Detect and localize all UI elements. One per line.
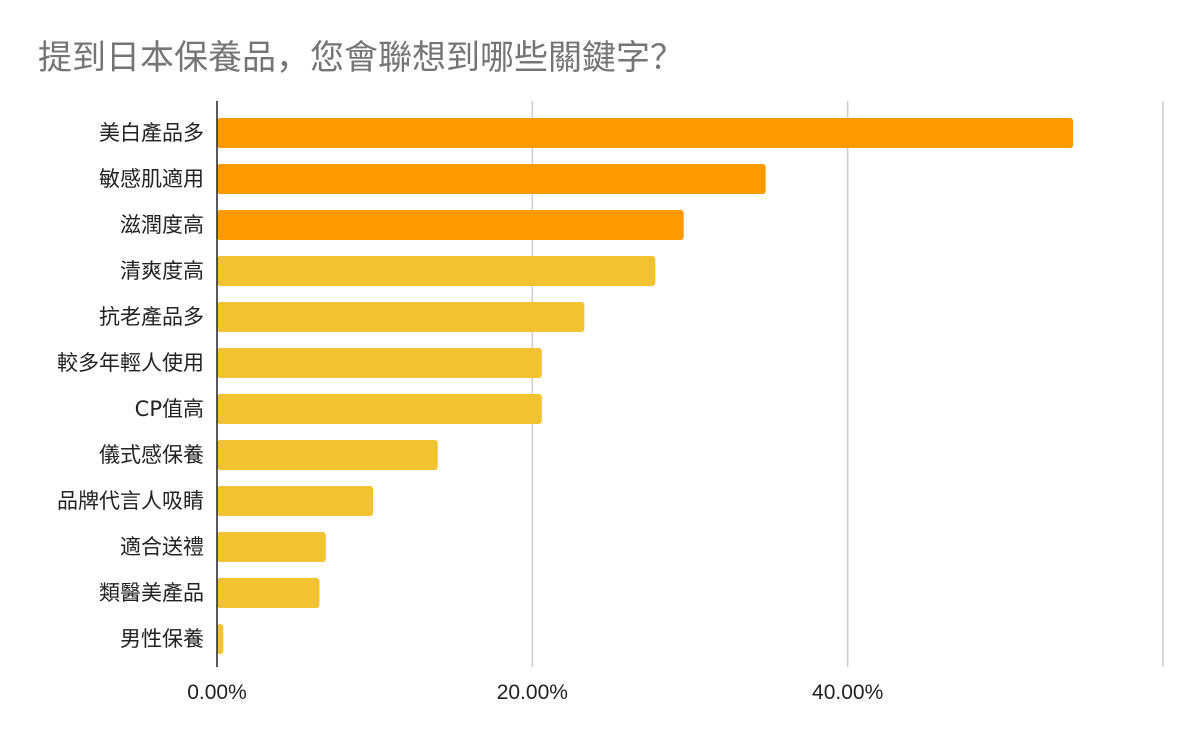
bar bbox=[217, 624, 224, 654]
tick-label: 40.00% bbox=[812, 681, 883, 704]
bar bbox=[217, 486, 374, 516]
category-label: 抗老產品多 bbox=[99, 305, 204, 329]
category-label: CP值高 bbox=[135, 397, 204, 421]
bar bbox=[217, 118, 1074, 148]
category-label: 適合送禮 bbox=[120, 535, 204, 559]
bar bbox=[217, 302, 585, 332]
category-label: 清爽度高 bbox=[120, 259, 204, 283]
category-label: 儀式感保養 bbox=[99, 443, 204, 467]
bar bbox=[217, 578, 320, 608]
bar bbox=[217, 394, 542, 424]
category-label: 較多年輕人使用 bbox=[57, 351, 204, 375]
bar bbox=[217, 164, 766, 194]
tick-label: 0.00% bbox=[187, 681, 247, 704]
bar bbox=[217, 210, 684, 240]
bar bbox=[217, 440, 438, 470]
category-label: 男性保養 bbox=[120, 627, 204, 651]
tick-label: 20.00% bbox=[497, 681, 568, 704]
category-label: 品牌代言人吸睛 bbox=[57, 489, 204, 513]
category-label: 美白產品多 bbox=[99, 121, 204, 145]
category-label: 滋潤度高 bbox=[120, 213, 204, 237]
x-tick-labels: 0.00% 20.00% 40.00% bbox=[187, 681, 883, 704]
bars bbox=[217, 118, 1074, 654]
bar bbox=[217, 532, 326, 562]
bar bbox=[217, 256, 656, 286]
bar bbox=[217, 348, 542, 378]
category-label: 類醫美產品 bbox=[99, 581, 204, 605]
category-label: 敏感肌適用 bbox=[99, 167, 204, 191]
chart-title: 提到日本保養品，您會聯想到哪些關鍵字？ bbox=[38, 38, 684, 78]
gridlines bbox=[531, 101, 1164, 667]
